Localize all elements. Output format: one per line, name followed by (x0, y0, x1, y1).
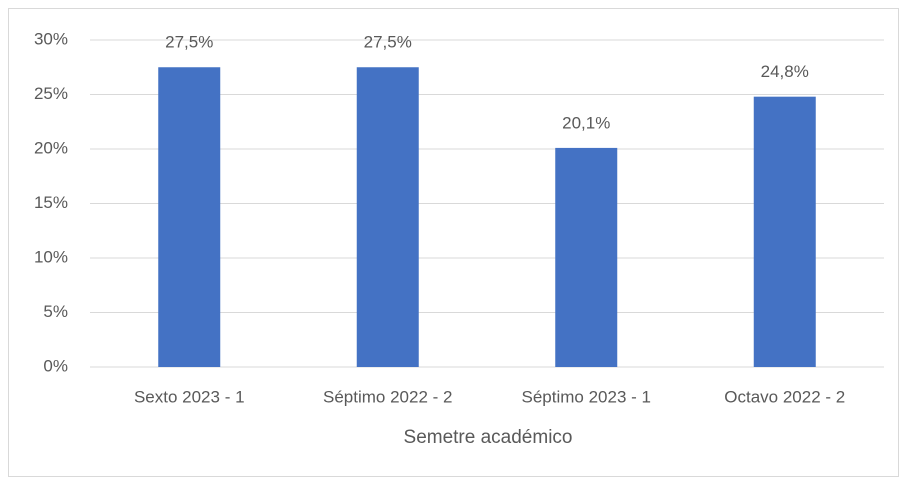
bar (753, 96, 816, 368)
bar (356, 67, 419, 367)
data-label: 24,8% (761, 62, 809, 81)
y-tick-label: 0% (43, 356, 68, 375)
x-tick-label: Octavo 2022 - 2 (724, 387, 845, 406)
y-tick-label: 25% (34, 84, 68, 103)
bar (158, 67, 221, 367)
y-tick-label: 15% (34, 193, 68, 212)
x-tick-label: Séptimo 2023 - 1 (522, 387, 651, 406)
data-label: 20,1% (562, 113, 610, 132)
x-tick-label: Séptimo 2022 - 2 (323, 387, 452, 406)
data-label: 27,5% (364, 33, 412, 52)
x-axis-title: Semetre académico (404, 427, 573, 448)
bar (555, 147, 618, 367)
y-tick-label: 30% (34, 29, 68, 48)
x-tick-label: Sexto 2023 - 1 (134, 387, 245, 406)
y-tick-label: 5% (43, 302, 68, 321)
y-tick-label: 10% (34, 247, 68, 266)
data-label: 27,5% (165, 33, 213, 52)
y-tick-label: 20% (34, 138, 68, 157)
